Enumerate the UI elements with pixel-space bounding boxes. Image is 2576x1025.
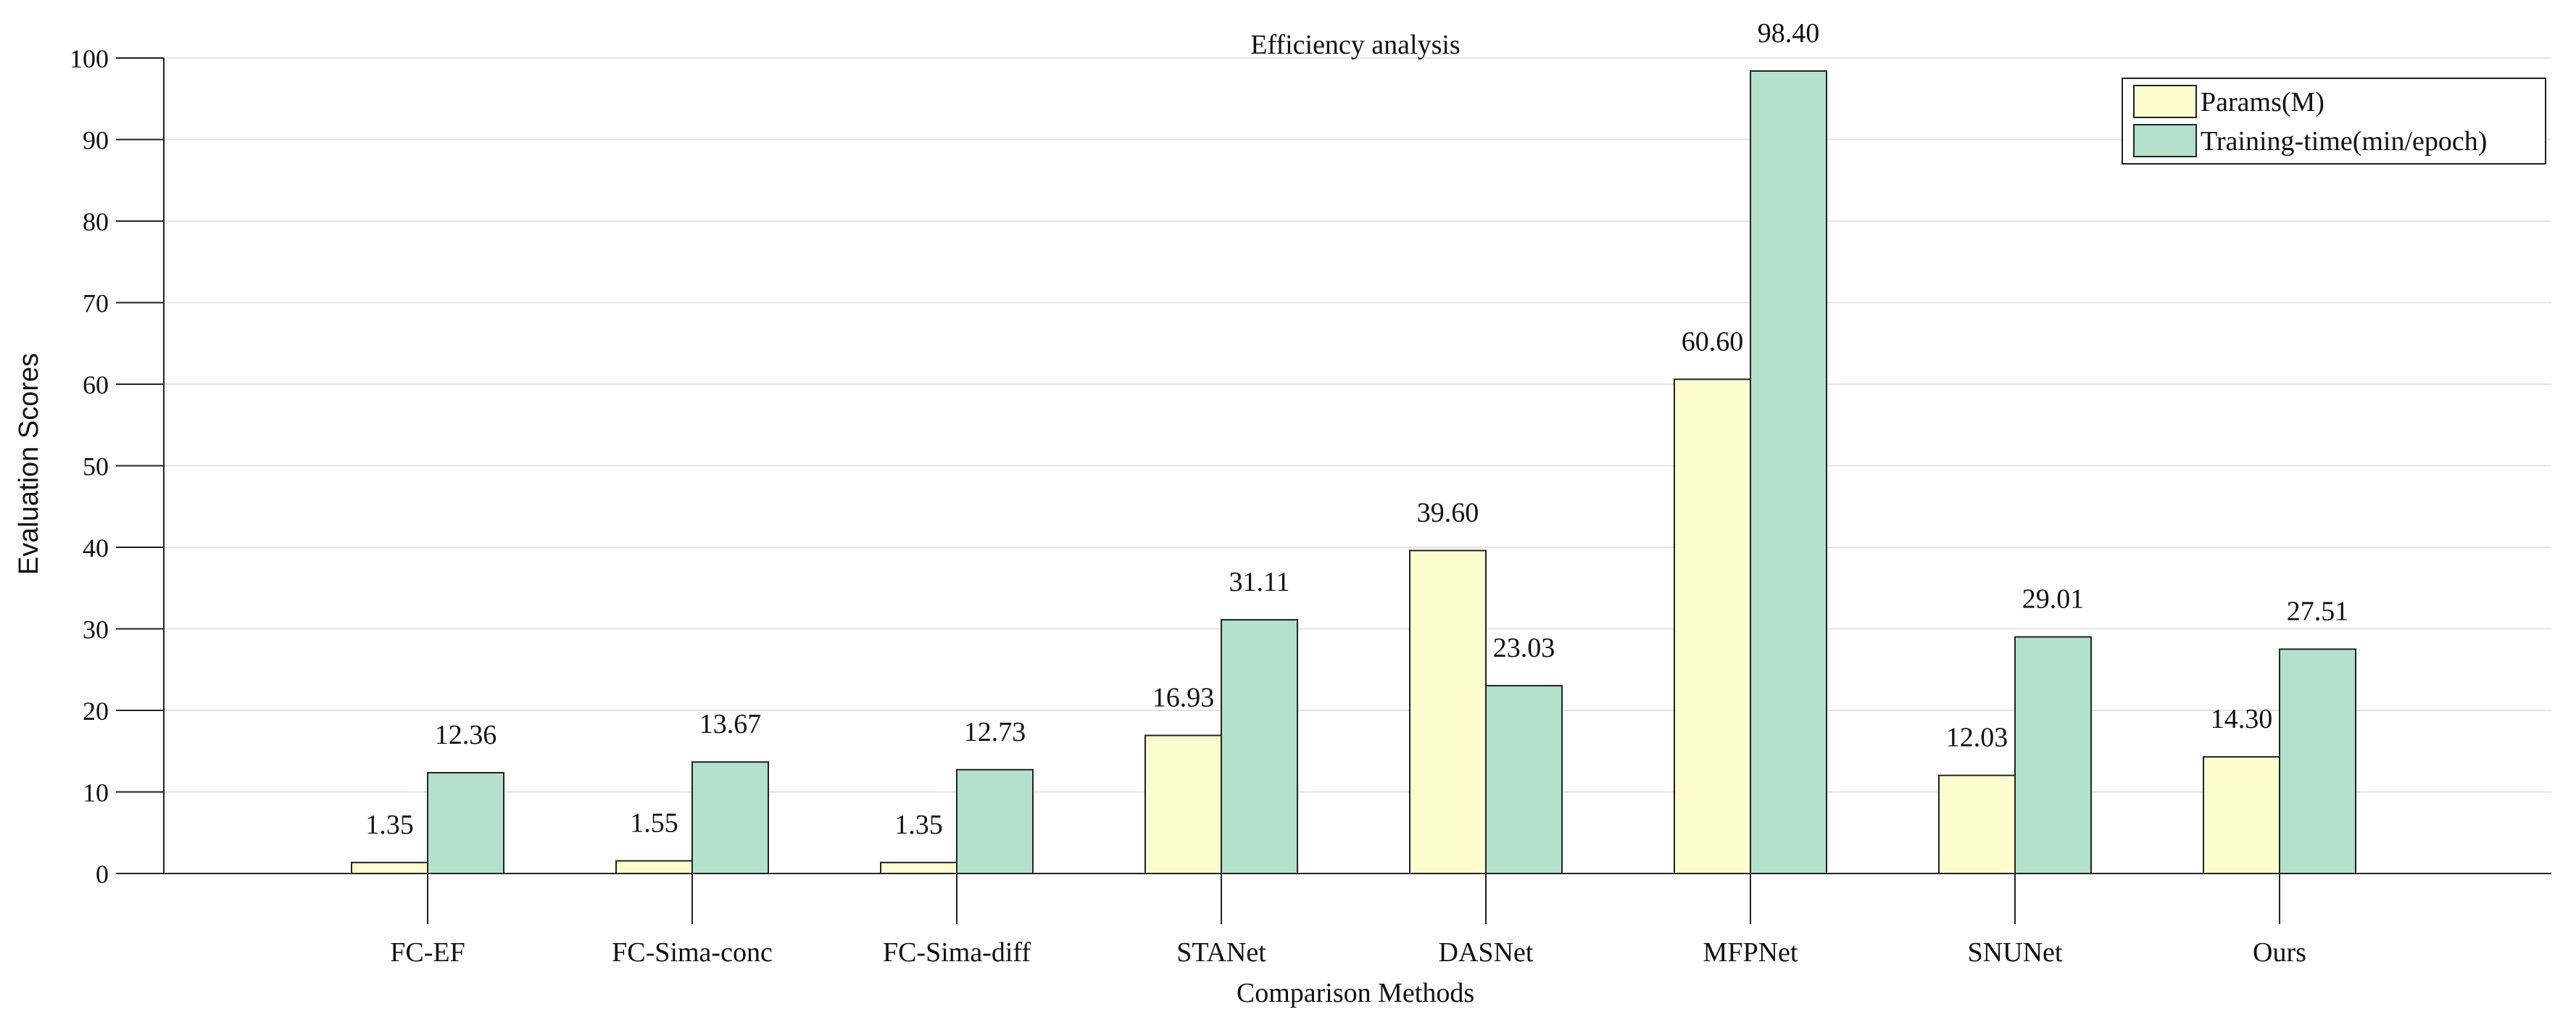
data-label-params-m-fc-ef: 1.35	[365, 810, 414, 840]
x-tick-label-fc-sima-conc: FC-Sima-conc	[612, 937, 773, 968]
y-tick-label-20: 20	[83, 697, 109, 726]
bar-training-time-min-epoch-snunet	[2014, 636, 2092, 874]
bar-params-m-stanet	[1144, 734, 1222, 874]
y-tick-label-0: 0	[96, 860, 109, 889]
y-tick-label-40: 40	[83, 534, 109, 563]
y-tick-label-90: 90	[83, 126, 109, 155]
bar-params-m-snunet	[1938, 774, 2016, 874]
x-tick-label-stanet: STANet	[1176, 937, 1266, 968]
data-label-params-m-fc-sima-conc: 1.55	[630, 808, 678, 839]
data-label-params-m-mfpnet: 60.60	[1682, 326, 1744, 357]
x-tick-label-ours: Ours	[2253, 937, 2306, 968]
legend-label-training-time: Training-time(min/epoch)	[2201, 126, 2487, 157]
y-tick-label-10: 10	[83, 779, 109, 808]
x-tick-label-dasnet: DASNet	[1439, 937, 1534, 968]
legend: Params(M) Training-time(min/epoch)	[2122, 78, 2546, 165]
legend-swatch-training-time	[2133, 124, 2197, 157]
bar-params-m-fc-sima-diff	[880, 861, 957, 874]
bar-training-time-min-epoch-fc-sima-diff	[956, 768, 1034, 874]
data-label-training-time-min-epoch-fc-sima-conc: 13.67	[699, 709, 762, 739]
data-label-params-m-snunet: 12.03	[1946, 723, 2008, 753]
y-tick-label-60: 60	[83, 370, 109, 399]
data-label-training-time-min-epoch-fc-sima-diff: 12.73	[964, 717, 1026, 747]
bar-params-m-mfpnet	[1674, 378, 1751, 874]
data-label-params-m-stanet: 16.93	[1152, 683, 1215, 713]
bar-training-time-min-epoch-ours	[2279, 648, 2356, 874]
x-tick-label-fc-sima-diff: FC-Sima-diff	[883, 937, 1031, 968]
bar-training-time-min-epoch-dasnet	[1485, 684, 1563, 874]
legend-label-params: Params(M)	[2201, 87, 2324, 117]
y-tick-label-30: 30	[83, 615, 109, 644]
data-label-training-time-min-epoch-snunet: 29.01	[2022, 584, 2085, 615]
bars	[351, 70, 2356, 875]
bar-training-time-min-epoch-mfpnet	[1750, 70, 1827, 874]
data-label-training-time-min-epoch-fc-ef: 12.36	[435, 720, 497, 750]
x-tick-label-mfpnet: MFPNet	[1703, 937, 1798, 968]
data-label-params-m-dasnet: 39.60	[1417, 498, 1479, 528]
data-label-params-m-ours: 14.30	[2211, 704, 2273, 734]
x-axis-title: Comparison Methods	[1237, 978, 1474, 1008]
y-tick-label-80: 80	[83, 207, 109, 236]
legend-swatch-params	[2133, 85, 2197, 118]
chart-title: Efficiency analysis	[1250, 30, 1460, 60]
y-axis-title: Evaluation Scores	[14, 353, 44, 575]
x-tick-label-snunet: SNUNet	[1968, 937, 2063, 968]
axes: 0 10 20 30 40 50 60 70 80 90 100 FC-EF FC-Sima-conc F…	[70, 44, 2551, 968]
data-label-training-time-min-epoch-stanet: 31.11	[1229, 567, 1289, 597]
y-tick-label-50: 50	[83, 452, 109, 481]
bar-params-m-ours	[2203, 756, 2280, 874]
bar-training-time-min-epoch-fc-sima-conc	[691, 761, 769, 875]
bar-params-m-fc-ef	[351, 861, 428, 874]
data-labels: 1.35 12.36 1.55 13.67 1.35 12.73 16.93 31.11 39.…	[365, 18, 2348, 840]
data-label-training-time-min-epoch-dasnet: 23.03	[1493, 633, 1555, 663]
data-label-training-time-min-epoch-mfpnet: 98.40	[1758, 18, 1820, 49]
x-tick-label-fc-ef: FC-EF	[390, 937, 465, 968]
bar-training-time-min-epoch-stanet	[1221, 619, 1298, 874]
bar-params-m-dasnet	[1409, 549, 1487, 874]
data-label-training-time-min-epoch-ours: 27.51	[2287, 597, 2349, 627]
data-label-params-m-fc-sima-diff: 1.35	[894, 810, 943, 840]
y-tick-label-100: 100	[70, 44, 109, 73]
bar-training-time-min-epoch-fc-ef	[427, 771, 504, 874]
grid-lines	[164, 57, 2551, 793]
y-tick-label-70: 70	[83, 289, 109, 318]
bar-params-m-fc-sima-conc	[615, 860, 693, 874]
